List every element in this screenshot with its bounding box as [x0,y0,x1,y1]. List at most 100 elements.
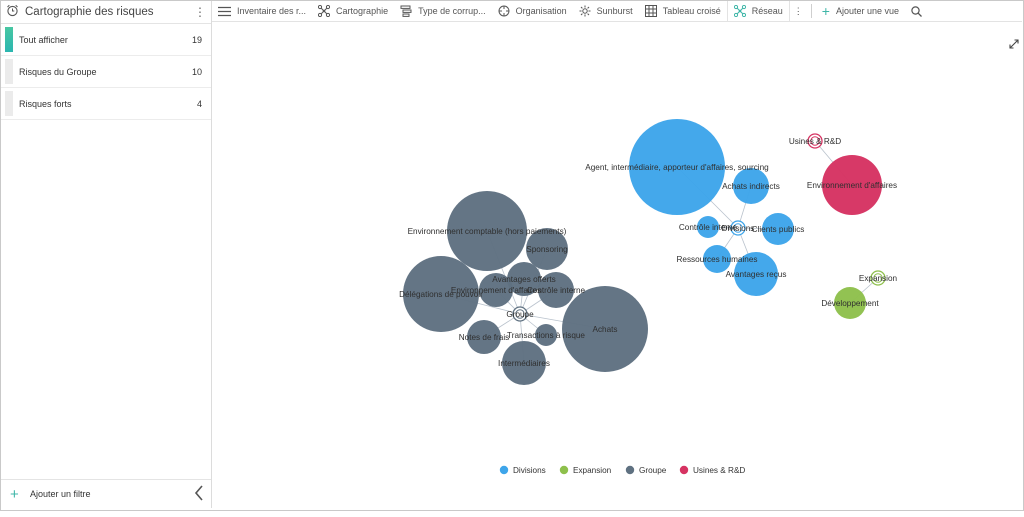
network-node[interactable] [535,324,557,346]
sunburst-icon [579,5,591,17]
item-indicator [5,91,13,116]
tab-sunburst[interactable]: Sunburst [573,1,639,21]
sidebar: Cartographie des risques ⋮ Tout afficher… [1,1,212,508]
sidebar-item-risques-forts[interactable]: Risques forts 4 [1,88,211,120]
network-node[interactable] [834,287,866,319]
tab-label: Tableau croisé [662,6,721,16]
tab-cartographie[interactable]: Cartographie [312,1,394,21]
network-node[interactable] [467,320,501,354]
tab-inventaire[interactable]: Inventaire des r... [212,1,312,21]
sidebar-menu-icon[interactable]: ⋮ [194,5,206,19]
legend-item[interactable]: Expansion [559,465,612,475]
network-node[interactable] [562,286,648,372]
network-node[interactable] [403,256,479,332]
legend-item[interactable]: Divisions [499,465,546,475]
hierarchy-icon [400,5,412,17]
sidebar-item-count: 19 [191,34,202,45]
network-node[interactable] [479,273,513,307]
network-canvas-area: Agent, intermédiaire, apporteur d'affair… [212,22,1022,508]
legend-swatch [679,465,689,475]
network-hub-node[interactable] [730,220,746,236]
add-view-label: Ajouter une vue [835,6,899,16]
tab-tableau-croise[interactable]: Tableau croisé [639,1,727,21]
legend-swatch [559,465,569,475]
tab-reseau[interactable]: Réseau [726,1,790,21]
network-node-label: Développement [821,299,879,308]
network-node[interactable] [526,228,568,270]
network-icon [318,5,331,17]
tab-label: Inventaire des r... [237,6,307,16]
network-node[interactable] [703,245,731,273]
network-node-label: Groupe [506,310,534,319]
tab-label: Type de corrup... [418,6,486,16]
network-node-label: Clients publics [752,225,805,234]
active-indicator [5,27,13,52]
compass-icon [498,5,510,17]
list-icon [218,6,231,17]
network-node[interactable] [734,252,778,296]
fullscreen-icon[interactable] [1009,36,1019,54]
network-node[interactable] [733,168,769,204]
network-node[interactable] [822,155,882,215]
network-hub-node[interactable] [512,306,528,322]
add-view-button[interactable]: + Ajouter une vue [816,1,905,21]
network-node[interactable] [697,216,719,238]
sidebar-item-risques-du-groupe[interactable]: Risques du Groupe 10 [1,56,211,88]
network-node-label: Transactions à risque [507,331,585,340]
sidebar-footer: + Ajouter un filtre [1,479,211,508]
network-node-label: Notes de frais [459,333,510,342]
search-icon[interactable] [905,1,924,21]
tab-organisation[interactable]: Organisation [492,1,573,21]
network-node-label: Environnement comptable (hors paiements) [408,227,567,236]
network-node-label: Avantages offerts [492,275,555,284]
tab-type-de-corruption[interactable]: Type de corrup... [394,1,492,21]
network-node-label: Environnement d'affaires [807,181,897,190]
network-node[interactable] [538,272,574,308]
sidebar-header: Cartographie des risques ⋮ [1,1,211,24]
sidebar-item-tout-afficher[interactable]: Tout afficher 19 [1,24,211,56]
network-node-label: Agent, intermédiaire, apporteur d'affair… [585,163,769,172]
item-indicator [5,59,13,84]
legend-label: Divisions [513,466,546,475]
sidebar-item-label: Risques du Groupe [19,66,97,77]
network-hub-node[interactable] [807,133,823,149]
tab-label: Organisation [515,6,567,16]
legend-item[interactable]: Groupe [625,465,667,475]
view-menu-icon[interactable]: ⋮ [793,5,803,16]
sidebar-item-count: 4 [196,98,202,109]
network-node[interactable] [762,213,794,245]
network-node[interactable] [447,191,527,271]
sidebar-item-label: Tout afficher [19,34,68,45]
plus-icon: + [821,3,830,19]
network-node-label: Contrôle interne [679,223,738,232]
sidebar-item-label: Risques forts [19,98,72,109]
legend-swatch [499,465,509,475]
network-node[interactable] [502,341,546,385]
network-node-label: Usines & R&D [789,137,841,146]
sidebar-title: Cartographie des risques [25,6,154,18]
tab-label: Réseau [751,6,783,16]
network-node-label: Intermédiaires [498,359,550,368]
tab-label: Cartographie [336,6,389,16]
network-hub-node[interactable] [870,270,886,286]
network-node[interactable] [507,262,541,296]
network-node-label: Divisions [722,224,755,233]
network-graph[interactable]: Agent, intermédiaire, apporteur d'affair… [212,22,1022,508]
legend-item[interactable]: Usines & R&D [679,465,746,475]
alarm-clock-icon [6,4,19,20]
legend-label: Expansion [573,466,612,475]
toolbar-divider [810,4,812,18]
legend-swatch [625,465,635,475]
chevron-left-icon[interactable] [194,485,204,503]
plus-icon[interactable]: + [10,485,19,503]
network-node-label: Environnement d'affaires [451,286,541,295]
legend-label: Groupe [639,466,667,475]
legend-label: Usines & R&D [693,466,745,475]
network-icon [733,5,746,17]
add-filter-button[interactable]: Ajouter un filtre [30,489,91,499]
network-node-label: Achats indirects [722,182,780,191]
network-node-label: Avantages reçus [726,270,787,279]
grid-icon [644,5,657,17]
network-node[interactable] [629,119,725,215]
network-node-label: Contrôle interne [527,286,586,295]
